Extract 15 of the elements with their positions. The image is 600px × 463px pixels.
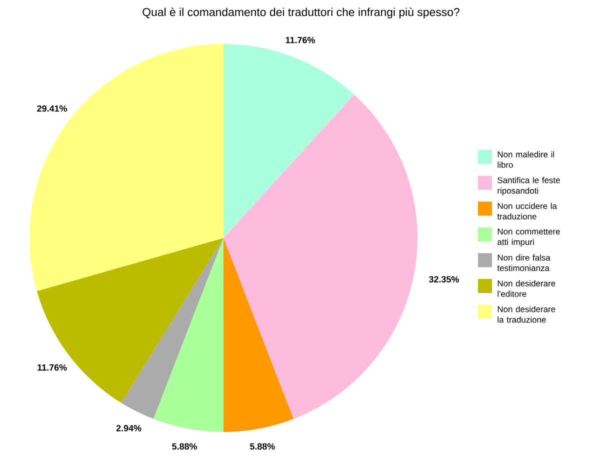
data-label: 32.35% [428, 276, 459, 282]
data-label: 29.41% [37, 105, 67, 112]
legend-label: Santifica le feste riposandoti [498, 176, 560, 196]
data-label: 11.76% [286, 36, 315, 44]
legend-label: Non maledire il libro [498, 151, 554, 168]
data-label: 5.88% [172, 443, 197, 450]
legend-label: Non desiderare la traduzione [498, 306, 556, 323]
legend-label: Non commettere atti impuri [498, 228, 560, 247]
legend-label: Non desiderare l'editore [498, 280, 556, 297]
legend-label: Non uccidere la traduzione [497, 202, 557, 220]
data-label: 2.94% [116, 425, 142, 432]
chart-title: Qual è il comandamento dei traduttori che infrangi più spesso? [142, 8, 460, 18]
data-label: 5.88% [250, 443, 275, 450]
data-label: 11.76% [38, 364, 67, 371]
legend-label: Non dire falsa testimonianza [497, 254, 550, 272]
